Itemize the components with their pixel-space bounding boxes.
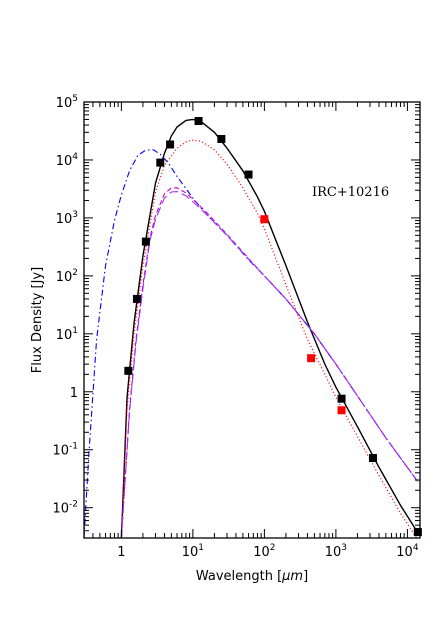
x-tick-label: 101 (182, 543, 204, 560)
data-points (124, 117, 422, 537)
x-tick-label: 102 (253, 543, 275, 560)
black-data-point (337, 394, 346, 403)
y-tick-label: 1 (70, 386, 78, 401)
curve-longdash (120, 190, 419, 538)
y-tick-labels: 10-2 10-1 1 101 102 103 104 105 (52, 94, 78, 517)
black-data-point (194, 117, 203, 126)
source-annotation: IRC+10216 (312, 185, 389, 200)
black-data-point (166, 140, 175, 149)
y-tick-label: 101 (56, 326, 78, 343)
curve-dotted (120, 139, 418, 538)
y-tick-label: 102 (56, 268, 78, 285)
curve-dashed (120, 187, 419, 538)
red-data-point (337, 406, 346, 415)
y-tick-label: 10-1 (52, 442, 78, 459)
x-tick-labels: 1 101 102 103 104 (117, 543, 419, 560)
red-data-point (307, 354, 316, 363)
black-data-point (141, 237, 150, 246)
black-data-point (132, 294, 141, 303)
plot-frame (83, 101, 421, 539)
black-data-point (156, 158, 165, 167)
black-data-point (413, 528, 422, 537)
y-tick-label: 105 (56, 94, 78, 111)
x-tick-label: 103 (325, 543, 347, 560)
model-curves (84, 118, 419, 538)
curve-dashdot (84, 149, 419, 538)
curve-solid (120, 118, 419, 538)
black-data-point (124, 366, 133, 375)
axis-ticks (83, 101, 420, 539)
x-tick-label: 104 (396, 543, 419, 560)
black-data-point (217, 134, 226, 143)
y-tick-label: 104 (56, 152, 79, 169)
y-tick-label: 103 (56, 210, 78, 227)
black-data-point (368, 454, 377, 463)
y-axis-title: Flux Density [Jy] (30, 267, 45, 373)
black-data-point (244, 170, 253, 179)
y-tick-label: 10-2 (52, 500, 78, 517)
red-data-point (260, 215, 269, 224)
x-axis-title: Wavelength [μm] (196, 569, 308, 584)
x-tick-label: 1 (117, 545, 125, 560)
